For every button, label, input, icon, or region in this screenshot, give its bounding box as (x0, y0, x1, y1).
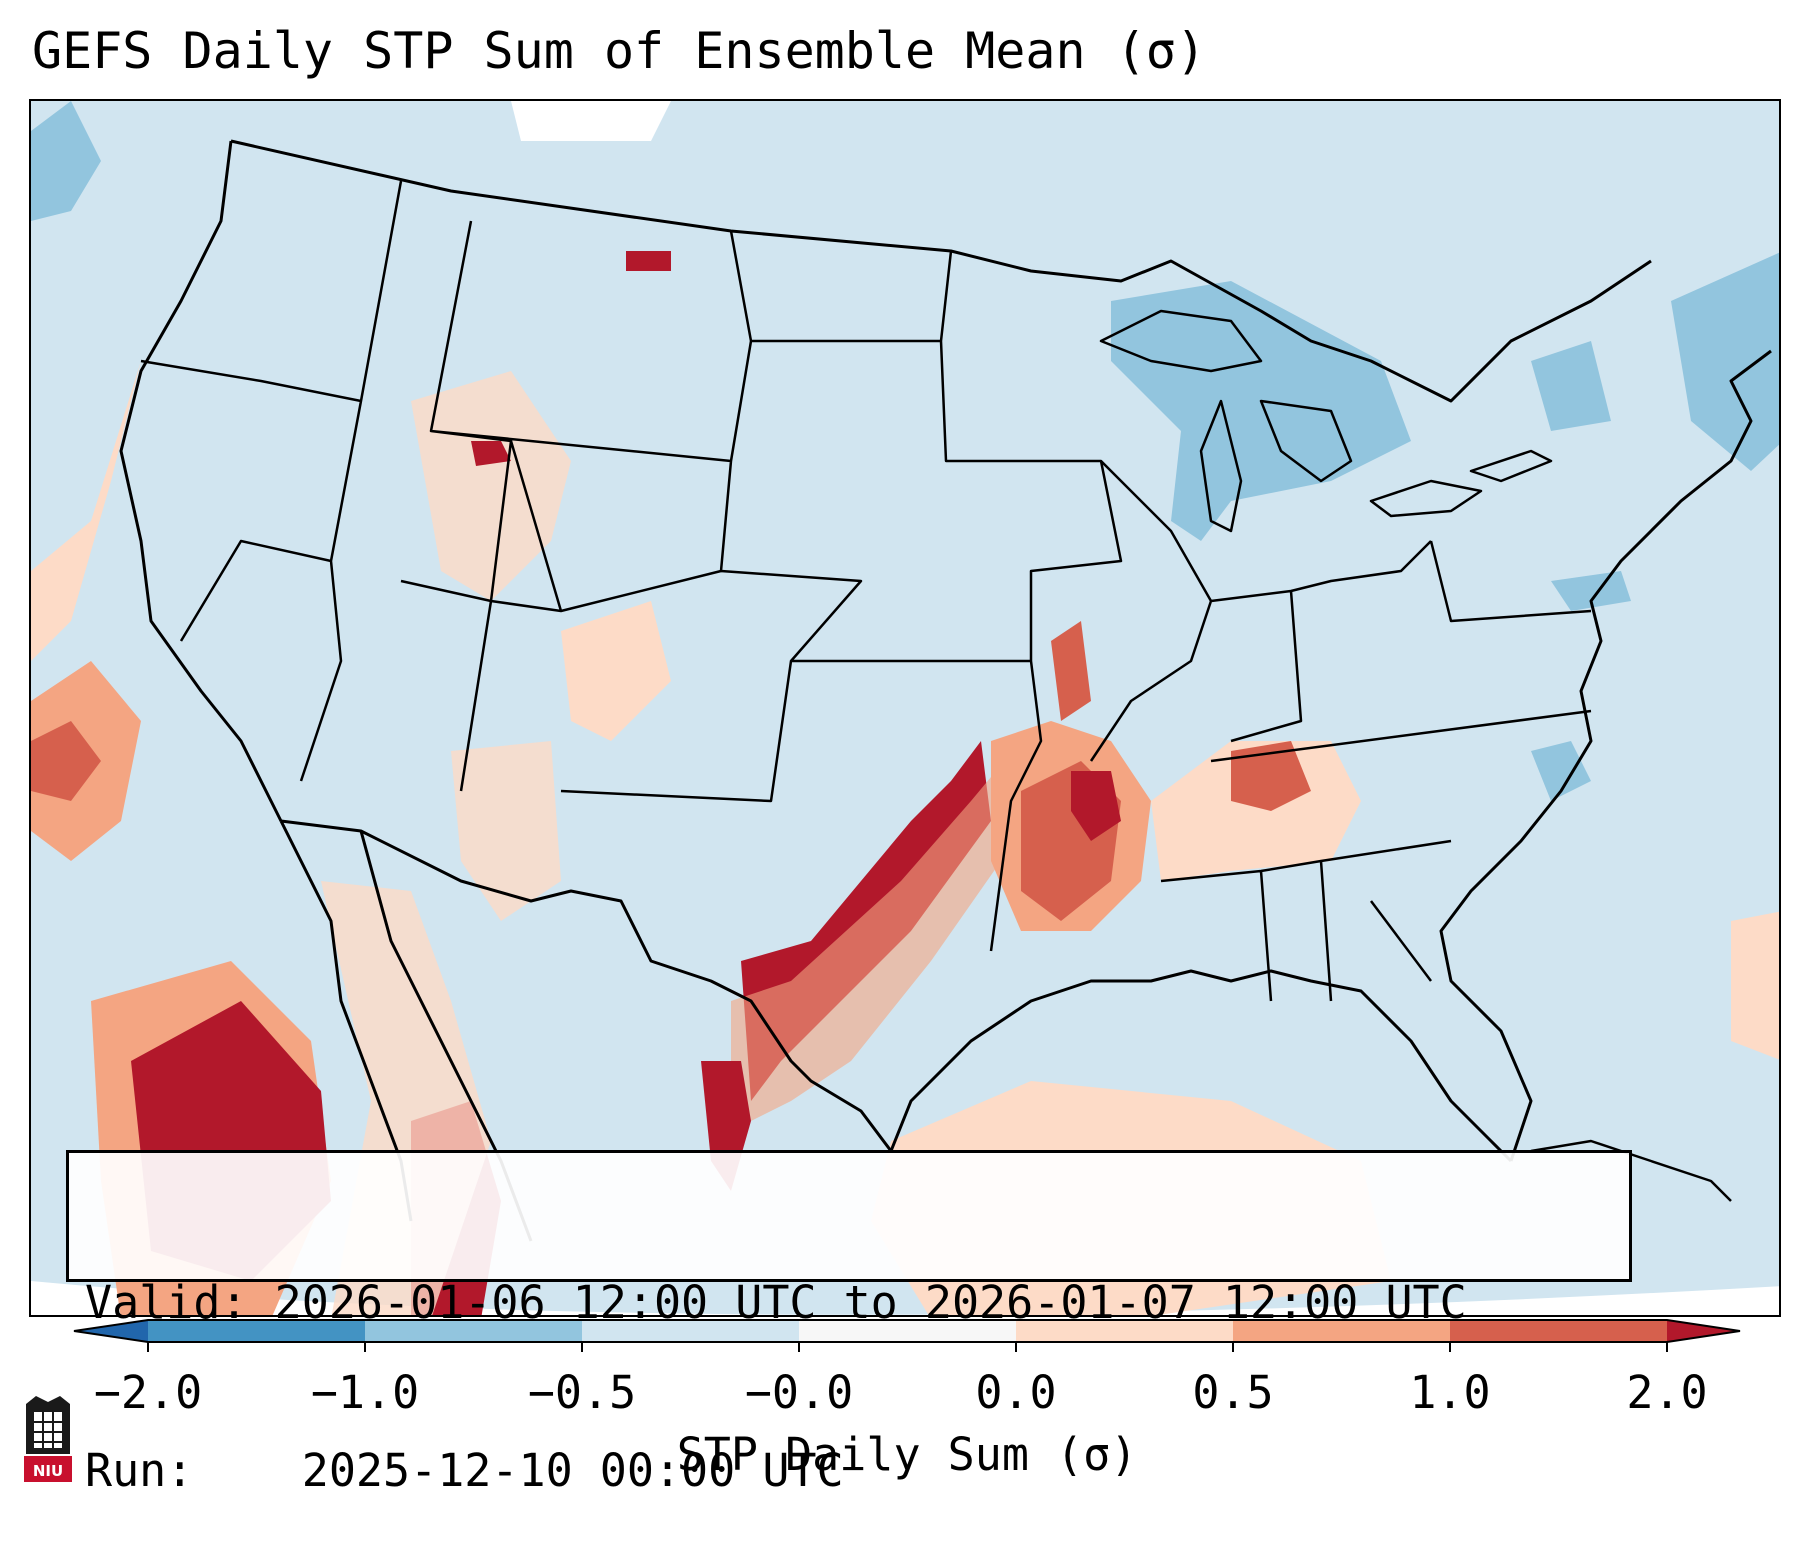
map-svg (31, 101, 1779, 1315)
anomaly-colorado (561, 601, 671, 741)
colorbar-label: STP Daily Sum (σ) (676, 1428, 1138, 1481)
anomaly-northeast (1531, 341, 1611, 431)
cbar-tick-label: −0.5 (527, 1366, 637, 1419)
anomaly-tennessee (1151, 741, 1361, 881)
anomaly-cells (31, 101, 1779, 1315)
east-coast (1439, 349, 1772, 1162)
anomaly-pacific-west (31, 361, 141, 661)
cbar-tick-label: −2.0 (93, 1366, 203, 1419)
run-value: 2025-12-10 00:00 UTC (301, 1444, 844, 1497)
anomaly-great-lakes (1111, 281, 1411, 541)
cbar-tick-label: 0.0 (975, 1366, 1057, 1419)
anomaly-canada-white (511, 101, 671, 141)
anomaly-texas-band-halo (731, 741, 1021, 1131)
us-canada-border (230, 139, 1652, 403)
gulf-coast (889, 969, 1513, 1163)
anomaly-montana-red (626, 251, 671, 271)
great-lakes (1099, 309, 1553, 533)
anomaly-atlantic-blue-2 (1531, 741, 1591, 801)
run-line: Run: 2025-12-10 00:00 UTC (85, 1443, 1613, 1499)
anomaly-illinois (1051, 621, 1091, 721)
cbar-extend-high (1667, 1320, 1740, 1342)
anomaly-kentucky (1231, 741, 1311, 811)
map-panel (29, 99, 1781, 1317)
niu-logo-icon (24, 1396, 72, 1482)
anomaly-atlantic-blue (1551, 571, 1631, 611)
state-lines (140, 180, 1592, 1002)
anomaly-nm-pink (451, 741, 561, 921)
cbar-tick-label: −1.0 (310, 1366, 420, 1419)
cbar-tick-label: −0.0 (744, 1366, 854, 1419)
domain-edge (31, 1281, 1779, 1315)
cbar-tick-label: 2.0 (1626, 1366, 1708, 1419)
niu-logo-text: NIU (32, 1462, 64, 1480)
anomaly-rockies (411, 371, 571, 601)
niu-logo: NIU (20, 1392, 76, 1484)
anomaly-midsouth-red (1071, 771, 1121, 841)
anomaly-atlantic (1731, 911, 1779, 1060)
west-coast (119, 140, 283, 822)
run-label: Run: (85, 1444, 194, 1497)
anomaly-new-england (1671, 252, 1779, 471)
cbar-tick-label: 0.5 (1192, 1366, 1274, 1419)
valid-line: Valid: 2026-01-06 12:00 UTC to 2026-01-0… (85, 1275, 1613, 1331)
valid-label: Valid: (85, 1276, 248, 1329)
anomaly-wyoming-red (471, 441, 511, 466)
chart-title: GEFS Daily STP Sum of Ensemble Mean (σ) (32, 22, 1206, 80)
us-mexico-border (280, 819, 893, 1152)
valid-value: 2026-01-06 12:00 UTC to 2026-01-07 12:00… (274, 1276, 1467, 1329)
cbar-tick-label: 1.0 (1409, 1366, 1491, 1419)
anomaly-pacific-sw-core (31, 721, 101, 801)
anomaly-nw-pacific (31, 101, 101, 221)
validity-info-box: Valid: 2026-01-06 12:00 UTC to 2026-01-0… (66, 1150, 1632, 1497)
cuba (1530, 1139, 1732, 1202)
